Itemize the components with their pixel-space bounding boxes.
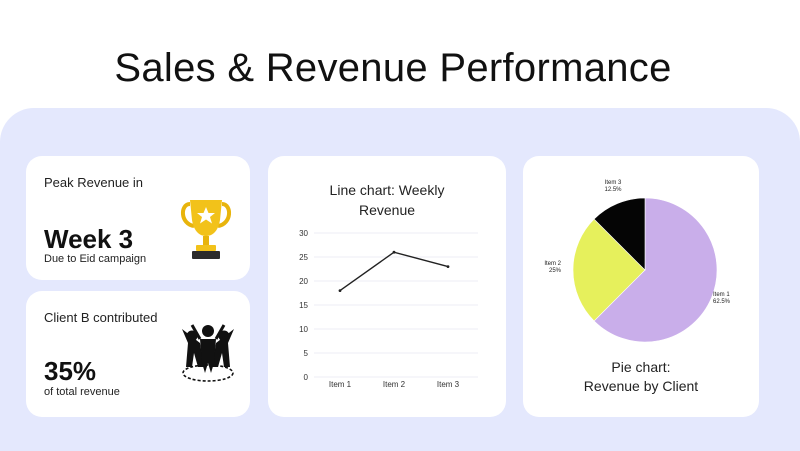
x-tick-label: Item 2: [383, 380, 406, 389]
client-share-card: Client B contributed 35% of total revenu…: [26, 291, 250, 417]
slice-name-label: Item 3: [605, 180, 622, 186]
pie-slice: [593, 197, 646, 271]
x-tick-label: Item 1: [329, 380, 352, 389]
slice-percent-label: 25%: [549, 268, 562, 274]
page-title: Sales & Revenue Performance: [114, 46, 672, 90]
peak-revenue-label: Peak Revenue in: [44, 175, 144, 190]
pie-chart-card: Item 1 62.5% Item 2 25% Item 3 12.5% Pie char…: [523, 156, 759, 417]
client-share-value: 35%: [44, 356, 97, 386]
slice-percent-label: 62.5%: [713, 299, 731, 305]
line-chart: 0 5 10 15 20 25 30 Item 1 Item 2 Item 3: [299, 229, 478, 389]
line-point: [446, 265, 450, 268]
peak-revenue-note: Due to Eid campaign: [44, 253, 147, 265]
slice-name-label: Item 1: [713, 292, 730, 298]
y-tick-label: 5: [304, 349, 309, 358]
y-tick-label: 0: [304, 373, 309, 382]
slice-name-label: Item 2: [544, 261, 561, 267]
y-tick-label: 15: [299, 301, 308, 310]
line-chart-title-line1: Line chart: Weekly: [329, 182, 445, 198]
line-chart-card: Line chart: Weekly Revenue 0 5 10 15 20 25 30 I…: [268, 156, 506, 417]
pie-slice: [593, 197, 718, 343]
client-share-note: of total revenue: [44, 386, 120, 398]
y-tick-label: 20: [299, 277, 308, 286]
line-point: [392, 250, 396, 254]
y-tick-label: 25: [299, 253, 308, 262]
y-tick-label: 30: [299, 229, 308, 238]
client-share-label: Client B contributed: [44, 310, 158, 325]
peak-revenue-card: Peak Revenue in Week 3 Due to Eid campai…: [26, 156, 250, 280]
peak-revenue-value: Week 3: [44, 224, 134, 254]
y-tick-label: 10: [299, 325, 308, 334]
pie-chart-title-line2: Revenue by Client: [583, 378, 699, 394]
line-chart-title-line2: Revenue: [358, 202, 416, 218]
x-tick-label: Item 3: [437, 380, 460, 389]
team-icon: [182, 324, 234, 382]
trophy-icon: [181, 200, 231, 259]
pie-slice: [572, 218, 646, 322]
line-point: [338, 289, 342, 292]
line-series: [339, 251, 449, 292]
pie-chart-title-line1: Pie chart:: [611, 359, 671, 375]
slice-percent-label: 12.5%: [604, 187, 622, 193]
pie-chart: Item 162.5% Item 225% Item 312.5%: [544, 180, 731, 343]
